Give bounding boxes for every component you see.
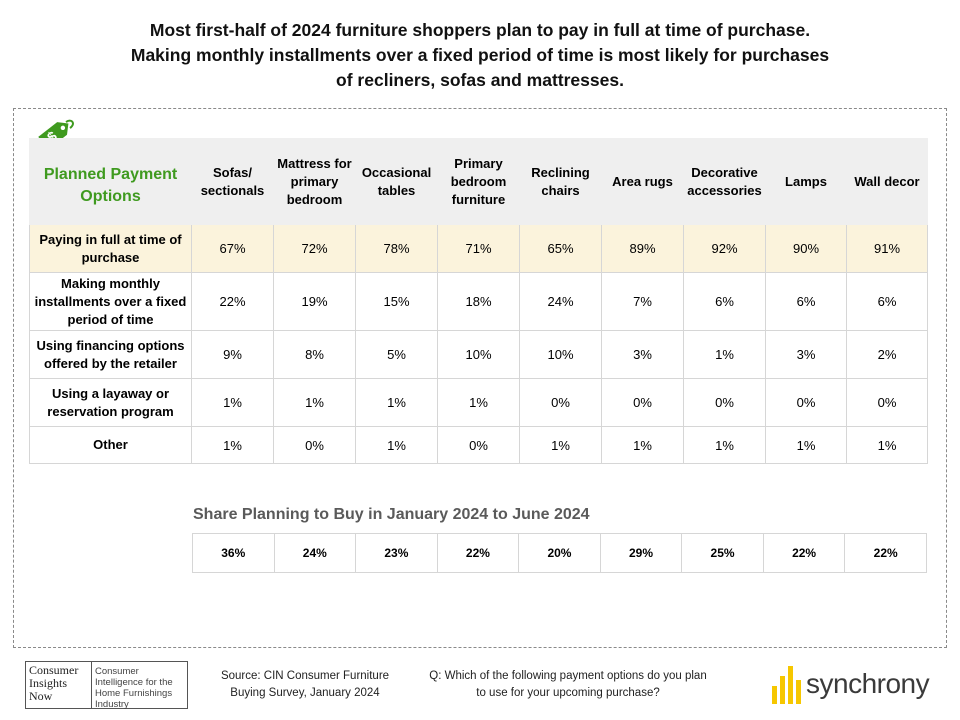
table-cell: 0% [273, 426, 356, 464]
share-cell: 36% [192, 533, 275, 573]
table-cell: 65% [519, 224, 602, 273]
table-cell: 18% [437, 272, 520, 331]
header-row: Planned Payment Options Sofas/ sectional… [29, 138, 928, 225]
column-header: Lamps [765, 138, 847, 225]
survey-question: Q: Which of the following payment option… [429, 670, 707, 699]
table-cell: 8% [273, 330, 356, 379]
table-row: Making monthly installments over a fixed… [29, 272, 928, 331]
share-cell: 25% [681, 533, 764, 573]
table-cell: 1% [191, 378, 274, 427]
table-cell: 3% [601, 330, 684, 379]
column-header: Occasional tables [355, 138, 438, 225]
content-frame [13, 108, 947, 648]
column-header: Wall decor [846, 138, 928, 225]
table-cell: 24% [519, 272, 602, 331]
synchrony-logo-icon [772, 666, 801, 704]
table-cell: 0% [683, 378, 766, 427]
corner-label: Planned Payment Options [29, 138, 192, 225]
share-cell: 20% [518, 533, 601, 573]
share-cell: 22% [762, 533, 846, 573]
share-title: Share Planning to Buy in January 2024 to… [193, 506, 590, 523]
column-header: Mattress for primary bedroom [273, 138, 356, 225]
table-cell: 2% [846, 330, 928, 379]
row-label: Making monthly installments over a fixed… [29, 272, 192, 331]
cin-logo-word: Consumer [29, 663, 79, 677]
cin-logo-wordmark: Consumer Insights Now [26, 662, 92, 708]
share-cell: 23% [355, 533, 438, 573]
column-header: Decorative accessories [683, 138, 766, 225]
table-row: Using a layaway or reservation program 1%… [29, 378, 928, 427]
table-cell: 15% [355, 272, 438, 331]
table-cell: 1% [683, 426, 766, 464]
table-cell: 1% [601, 426, 684, 464]
table-cell: 1% [683, 330, 766, 379]
column-header: Reclining chairs [519, 138, 602, 225]
table-cell: 7% [601, 272, 684, 331]
table-cell: 1% [846, 426, 928, 464]
table-cell: 91% [846, 224, 928, 273]
table-cell: 22% [191, 272, 274, 331]
cin-logo-word: Insights [29, 676, 68, 690]
share-cell: 24% [273, 533, 357, 573]
table-cell: 71% [437, 224, 520, 273]
column-header: Sofas/ sectionals [191, 138, 274, 225]
table-cell: 1% [273, 378, 356, 427]
table-cell: 6% [765, 272, 847, 331]
table-cell: 1% [765, 426, 847, 464]
table-cell: 6% [846, 272, 928, 331]
payment-options-table: Planned Payment Options Sofas/ sectional… [29, 138, 928, 464]
table-cell: 1% [519, 426, 602, 464]
cin-logo-tagline: Consumer Intelligence for the Home Furni… [95, 666, 173, 710]
table-cell: 1% [355, 426, 438, 464]
share-table: 36% 24% 23% 22% 20% 29% 25% 22% 22% [192, 533, 927, 573]
table-cell: 0% [437, 426, 520, 464]
table-cell: 92% [683, 224, 766, 273]
table-cell: 6% [683, 272, 766, 331]
table-cell: 19% [273, 272, 356, 331]
share-cell: 22% [436, 533, 520, 573]
synchrony-wordmark: synchrony [806, 668, 930, 699]
table-cell: 67% [191, 224, 274, 273]
table-cell: 0% [601, 378, 684, 427]
table-cell: 72% [273, 224, 356, 273]
share-cell: 22% [844, 533, 927, 573]
table-cell: 89% [601, 224, 684, 273]
title-line-2: Making monthly installments over a fixed… [130, 45, 830, 65]
table-cell: 0% [846, 378, 928, 427]
table-cell: 1% [355, 378, 438, 427]
column-header: Area rugs [601, 138, 684, 225]
row-label: Paying in full at time of purchase [29, 224, 192, 273]
table-row: Other 1% 0% 1% 0% 1% 1% 1% 1% 1% [29, 426, 928, 464]
row-label: Using a layaway or reservation program [29, 378, 192, 427]
title-line-1: Most first-half of 2024 furniture shoppe… [149, 20, 811, 40]
table-cell: 0% [765, 378, 847, 427]
page-title: Most first-half of 2024 furniture shoppe… [60, 18, 900, 93]
row-label: Using financing options offered by the r… [29, 330, 192, 379]
table-row: Paying in full at time of purchase 67% 72%… [29, 224, 928, 273]
cin-logo-word: Now [29, 689, 53, 703]
source-note: Source: CIN Consumer Furniture Buying Su… [220, 670, 390, 699]
table-cell: 78% [355, 224, 438, 273]
table-cell: 3% [765, 330, 847, 379]
table-cell: 90% [765, 224, 847, 273]
table-cell: 1% [437, 378, 520, 427]
column-header: Primary bedroom furniture [437, 138, 520, 225]
row-label: Other [29, 426, 192, 464]
table-cell: 0% [519, 378, 602, 427]
share-row: 36% 24% 23% 22% 20% 29% 25% 22% 22% [192, 533, 927, 573]
table-cell: 10% [437, 330, 520, 379]
share-cell: 29% [599, 533, 683, 573]
table-cell: 5% [355, 330, 438, 379]
table-row: Using financing options offered by the r… [29, 330, 928, 379]
table-cell: 1% [191, 426, 274, 464]
table-cell: 10% [519, 330, 602, 379]
cin-logo: Consumer Insights Now Consumer Intellige… [25, 661, 188, 710]
table-cell: 9% [191, 330, 274, 379]
title-line-3: of recliners, sofas and mattresses. [336, 70, 624, 90]
